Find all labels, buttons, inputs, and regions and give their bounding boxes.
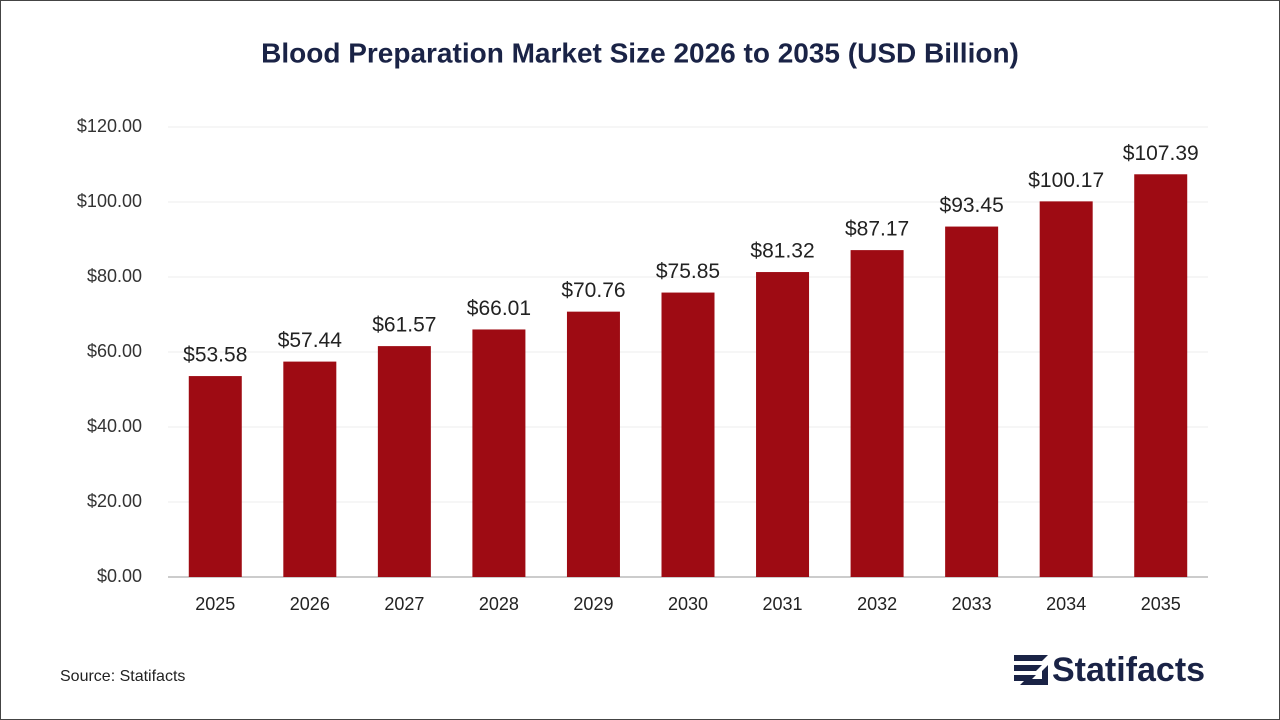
value-label: $57.44 bbox=[278, 329, 343, 352]
logo-text: Statifacts bbox=[1052, 651, 1205, 689]
bar bbox=[661, 292, 715, 577]
value-label: $107.39 bbox=[1123, 142, 1199, 165]
y-tick-label: $20.00 bbox=[87, 491, 142, 511]
y-tick-label: $60.00 bbox=[87, 341, 142, 361]
y-tick-label: $100.00 bbox=[77, 191, 142, 211]
bar bbox=[566, 311, 620, 577]
value-label: $75.85 bbox=[656, 260, 720, 283]
value-label: $93.45 bbox=[940, 194, 1004, 217]
x-tick-label: 2032 bbox=[857, 594, 897, 614]
x-tick-label: 2031 bbox=[763, 594, 803, 614]
x-tick-label: 2030 bbox=[668, 594, 708, 614]
y-tick-label: $120.00 bbox=[77, 116, 142, 136]
value-label: $61.57 bbox=[372, 314, 436, 337]
x-tick-label: 2027 bbox=[384, 594, 424, 614]
chart-title: Blood Preparation Market Size 2026 to 20… bbox=[261, 37, 1019, 68]
bar bbox=[1039, 201, 1093, 578]
value-label: $81.32 bbox=[750, 240, 814, 263]
bar bbox=[756, 272, 810, 577]
x-tick-label: 2028 bbox=[479, 594, 519, 614]
x-tick-label: 2034 bbox=[1046, 594, 1086, 614]
bar bbox=[850, 250, 904, 578]
value-label: $87.17 bbox=[845, 218, 909, 241]
logo-icon bbox=[1014, 655, 1048, 685]
bar bbox=[472, 329, 526, 577]
y-tick-label: $0.00 bbox=[97, 566, 142, 586]
x-tick-label: 2029 bbox=[573, 594, 613, 614]
value-label: $53.58 bbox=[183, 344, 247, 367]
value-label: $66.01 bbox=[467, 297, 531, 320]
x-tick-label: 2026 bbox=[290, 594, 330, 614]
source-note: Source: Statifacts bbox=[60, 668, 185, 685]
y-tick-label: $80.00 bbox=[87, 266, 142, 286]
bar bbox=[188, 376, 242, 577]
value-label: $70.76 bbox=[561, 279, 625, 302]
bar bbox=[945, 226, 999, 577]
bar bbox=[377, 346, 431, 577]
bar bbox=[1134, 174, 1188, 577]
x-tick-label: 2033 bbox=[952, 594, 992, 614]
y-tick-label: $40.00 bbox=[87, 416, 142, 436]
value-label: $100.17 bbox=[1028, 169, 1104, 192]
x-tick-label: 2025 bbox=[195, 594, 235, 614]
x-tick-label: 2035 bbox=[1141, 594, 1181, 614]
bar bbox=[283, 361, 337, 577]
